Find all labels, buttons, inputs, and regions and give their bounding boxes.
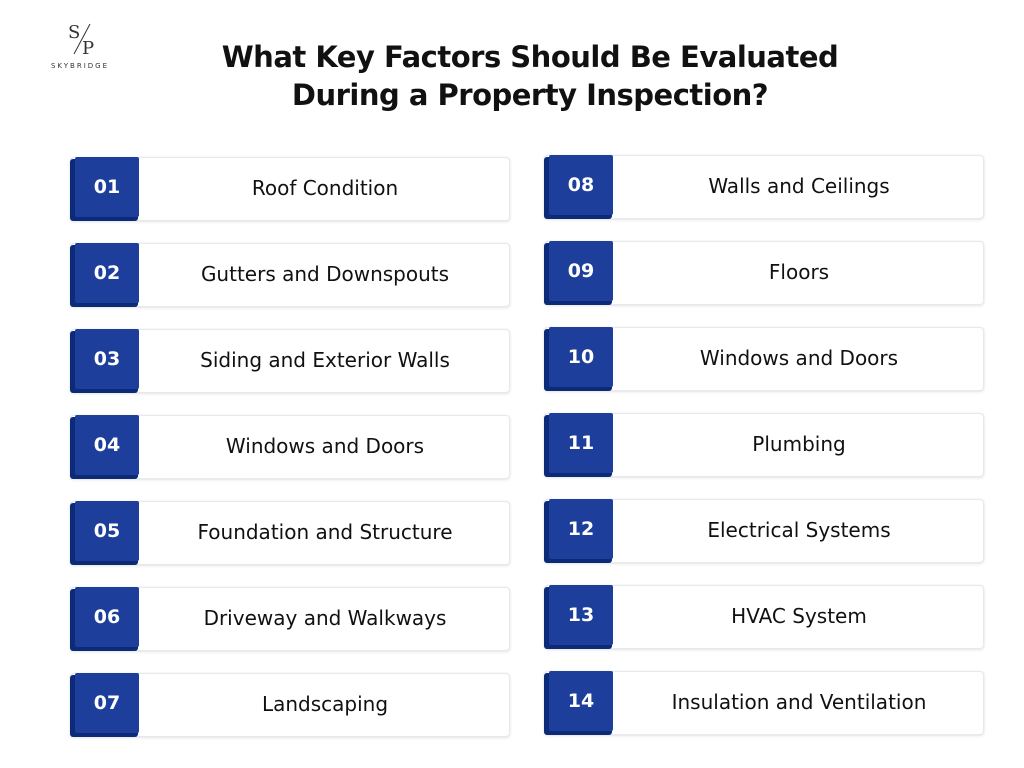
svg-text:P: P: [82, 38, 94, 59]
factor-card: [544, 241, 984, 305]
factor-card: [544, 671, 984, 735]
factor-item-06: 06 Driveway and Walkways: [70, 587, 510, 653]
factor-item-10: 10 Windows and Doors: [544, 327, 984, 393]
factor-item-04: 04 Windows and Doors: [70, 415, 510, 481]
factor-label: Roof Condition: [251, 176, 399, 200]
factor-number-badge: 11: [549, 413, 613, 473]
factor-item-11: 11 Plumbing: [544, 413, 984, 479]
factor-label: Foundation and Structure: [197, 520, 453, 544]
page-title: What Key Factors Should Be Evaluated Dur…: [150, 38, 910, 114]
factor-label: Electrical Systems: [707, 518, 891, 542]
factor-card: [544, 585, 984, 649]
title-line-1: What Key Factors Should Be Evaluated: [221, 40, 839, 74]
factor-number-badge: 13: [549, 585, 613, 645]
factor-number-badge: 07: [75, 673, 139, 733]
factor-label: Plumbing: [752, 432, 846, 456]
factor-item-09: 09 Floors: [544, 241, 984, 307]
factor-card: [544, 327, 984, 391]
factor-card: [70, 673, 510, 737]
skybridge-logo-mark: S P: [68, 22, 94, 59]
factor-item-14: 14 Insulation and Ventilation: [544, 671, 984, 737]
factor-card: [544, 413, 984, 477]
factor-item-12: 12 Electrical Systems: [544, 499, 984, 565]
right-factor-list: 08 Walls and Ceilings 09 Floors 10 Windo…: [544, 155, 984, 757]
factor-label: Insulation and Ventilation: [671, 690, 927, 714]
logo-text: SKYBRIDGE: [50, 62, 110, 70]
factor-card: [70, 501, 510, 565]
left-factor-list: 01 Roof Condition 02 Gutters and Downspo…: [70, 157, 510, 759]
factor-item-07: 07 Landscaping: [70, 673, 510, 739]
factor-card: [544, 155, 984, 219]
factor-label: Floors: [768, 260, 830, 284]
svg-text:S: S: [68, 22, 80, 43]
factor-label: Windows and Doors: [699, 346, 899, 370]
factor-label: Landscaping: [261, 692, 389, 716]
factor-label: Driveway and Walkways: [203, 606, 447, 630]
factor-label: Gutters and Downspouts: [200, 262, 450, 286]
factor-number-badge: 03: [75, 329, 139, 389]
factor-number-badge: 08: [549, 155, 613, 215]
factor-number-badge: 06: [75, 587, 139, 647]
factor-card: [70, 329, 510, 393]
title-line-2: During a Property Inspection?: [291, 78, 769, 112]
factor-item-03: 03 Siding and Exterior Walls: [70, 329, 510, 395]
factor-item-05: 05 Foundation and Structure: [70, 501, 510, 567]
factor-label: HVAC System: [731, 604, 867, 628]
factor-item-08: 08 Walls and Ceilings: [544, 155, 984, 221]
factor-item-01: 01 Roof Condition: [70, 157, 510, 223]
skybridge-logo: S P SKYBRIDGE: [40, 16, 120, 70]
factor-item-02: 02 Gutters and Downspouts: [70, 243, 510, 309]
factor-label: Siding and Exterior Walls: [200, 348, 450, 372]
factor-number-badge: 09: [549, 241, 613, 301]
factor-number-badge: 05: [75, 501, 139, 561]
factor-card: [70, 415, 510, 479]
factor-label: Walls and Ceilings: [708, 174, 890, 198]
factor-number-badge: 12: [549, 499, 613, 559]
factor-number-badge: 02: [75, 243, 139, 303]
factor-card: [70, 587, 510, 651]
factor-item-13: 13 HVAC System: [544, 585, 984, 651]
factor-number-badge: 10: [549, 327, 613, 387]
factor-number-badge: 01: [75, 157, 139, 217]
factor-card: [544, 499, 984, 563]
factor-number-badge: 04: [75, 415, 139, 475]
factor-label: Windows and Doors: [225, 434, 425, 458]
factor-number-badge: 14: [549, 671, 613, 731]
